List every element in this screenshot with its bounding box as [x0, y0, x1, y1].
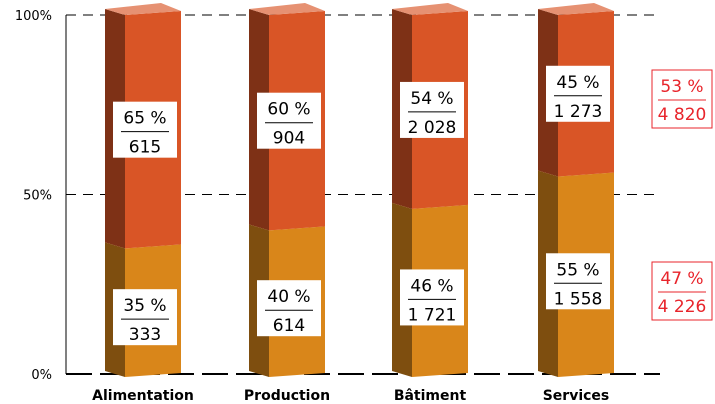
total-percent: 53 % — [660, 77, 703, 97]
bars — [105, 3, 614, 377]
value-label: 1 558 — [554, 289, 603, 309]
data-label-services-series-1: 55 % 1 558 — [546, 253, 610, 310]
value-label: 904 — [273, 129, 305, 149]
value-label: 1 721 — [408, 305, 457, 325]
x-tick-label-production: Production — [244, 388, 330, 404]
value-label: 1 273 — [554, 102, 603, 122]
value-label: 614 — [273, 316, 305, 336]
y-axis: 0% 50% 100% — [15, 9, 67, 383]
percent-label: 40 % — [267, 287, 310, 307]
value-label: 333 — [129, 325, 161, 345]
data-label-alimentation-series-1: 35 % 333 — [113, 289, 177, 346]
x-tick-label-services: Services — [543, 388, 610, 404]
data-label-bâtiment-series-2: 54 % 2 028 — [400, 81, 464, 138]
percent-label: 35 % — [123, 296, 166, 316]
x-axis-labels: Alimentation Production Bâtiment Services — [92, 388, 609, 404]
x-tick-label-bâtiment: Bâtiment — [394, 388, 467, 404]
total-value: 4 820 — [658, 105, 707, 125]
total-value: 4 226 — [658, 297, 707, 317]
series-total-1: 47 % 4 226 — [651, 261, 713, 321]
data-label-production-series-2: 60 % 904 — [257, 92, 321, 149]
value-label: 615 — [129, 138, 161, 158]
percent-label: 65 % — [123, 109, 166, 129]
series-totals: 47 % 4 226 53 % 4 820 — [651, 69, 713, 321]
y-tick-label: 100% — [15, 9, 52, 24]
y-tick-label: 50% — [23, 189, 52, 204]
series-total-2: 53 % 4 820 — [651, 69, 713, 129]
data-label-bâtiment-series-1: 46 % 1 721 — [400, 269, 464, 326]
percent-label: 46 % — [410, 276, 453, 296]
data-label-alimentation-series-2: 65 % 615 — [113, 101, 177, 158]
percent-label: 45 % — [556, 73, 599, 93]
y-tick-label: 0% — [31, 368, 52, 383]
percent-label: 54 % — [410, 89, 453, 109]
data-label-production-series-1: 40 % 614 — [257, 280, 321, 337]
x-tick-label-alimentation: Alimentation — [92, 388, 194, 404]
total-percent: 47 % — [660, 269, 703, 289]
value-label: 2 028 — [408, 118, 457, 138]
data-labels: 35 % 333 65 % 615 40 % 614 60 % 904 46 % 1 721 54 … — [113, 65, 610, 346]
data-label-services-series-2: 45 % 1 273 — [546, 65, 610, 122]
percent-label: 55 % — [556, 260, 599, 280]
percent-label: 60 % — [267, 100, 310, 120]
